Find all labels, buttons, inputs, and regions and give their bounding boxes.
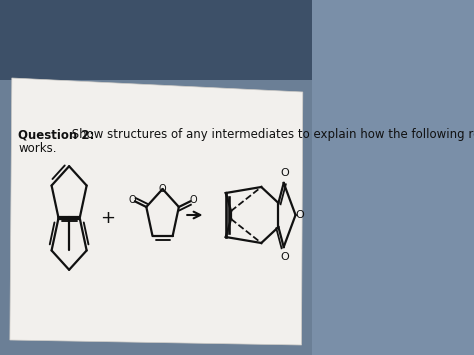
Text: O: O: [190, 195, 197, 205]
Bar: [0, 80, 312, 355]
Text: O: O: [296, 210, 304, 220]
Text: O: O: [128, 195, 136, 205]
Text: O: O: [281, 252, 290, 262]
Bar: [0, 0, 312, 80]
Text: O: O: [281, 168, 290, 178]
Text: works.: works.: [18, 142, 57, 155]
Polygon shape: [10, 78, 303, 345]
Text: Show structures of any intermediates to explain how the following reaction: Show structures of any intermediates to …: [68, 128, 474, 141]
Text: O: O: [159, 184, 166, 194]
Text: +: +: [100, 209, 115, 227]
Text: Question 2:: Question 2:: [18, 128, 95, 141]
